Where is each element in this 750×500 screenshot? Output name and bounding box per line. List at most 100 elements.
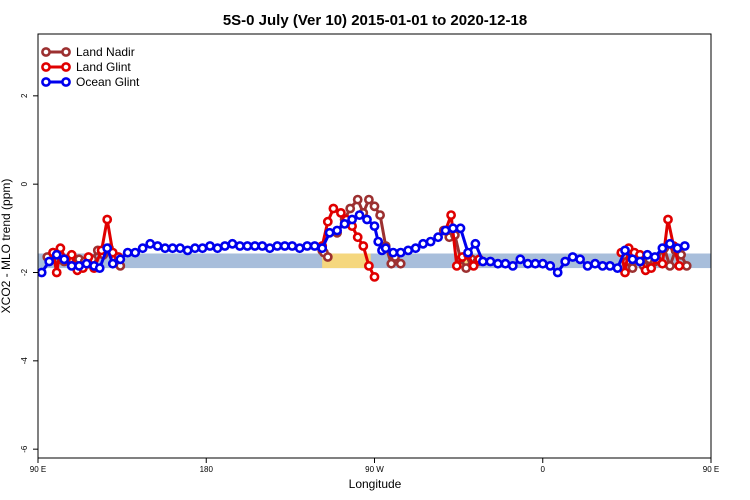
data-point-ocean-glint xyxy=(242,241,253,251)
data-point-ocean-glint xyxy=(81,258,92,269)
x-tick-label: 180 xyxy=(200,465,214,474)
data-point-ocean-glint xyxy=(373,236,384,247)
data-point-ocean-glint xyxy=(362,214,372,225)
data-point-land-nadir xyxy=(363,194,374,205)
data-point-ocean-glint xyxy=(94,263,105,273)
data-point-ocean-glint xyxy=(324,227,335,238)
data-point-ocean-glint xyxy=(234,241,245,251)
x-axis: 90 E 180 90 W 0 90 E xyxy=(30,458,719,474)
data-point-ocean-glint xyxy=(339,218,350,229)
data-point-land-glint xyxy=(363,260,374,271)
data-point-land-glint xyxy=(663,214,673,225)
data-point-ocean-glint xyxy=(470,238,481,249)
y-tick-label: 2 xyxy=(20,93,29,98)
legend-swatch-marker xyxy=(41,77,51,87)
data-point-land-nadir xyxy=(627,263,638,273)
data-point-ocean-glint xyxy=(590,258,600,269)
data-point-ocean-glint xyxy=(38,267,47,278)
data-point-ocean-glint xyxy=(448,223,458,234)
data-point-ocean-glint xyxy=(635,256,645,267)
data-point-ocean-glint xyxy=(433,232,443,243)
data-point-ocean-glint xyxy=(620,245,630,256)
data-point-land-glint xyxy=(646,263,657,273)
legend-item-land-nadir: Land Nadir xyxy=(41,45,135,59)
legend-swatch-marker xyxy=(61,62,71,72)
legend-item-ocean-glint: Ocean Glint xyxy=(41,75,140,89)
data-point-ocean-glint xyxy=(522,258,533,269)
data-point-land-glint xyxy=(358,241,369,251)
data-point-land-glint xyxy=(322,216,333,227)
data-point-ocean-glint xyxy=(440,225,451,236)
legend-swatch-marker xyxy=(41,62,51,72)
data-point-ocean-glint xyxy=(380,243,391,254)
data-point-ocean-glint xyxy=(197,243,208,254)
data-point-ocean-glint xyxy=(657,243,668,254)
data-point-ocean-glint xyxy=(74,260,84,271)
data-point-ocean-glint xyxy=(130,247,141,258)
data-point-ocean-glint xyxy=(137,243,148,254)
data-point-ocean-glint xyxy=(410,243,421,254)
data-point-land-glint xyxy=(328,203,339,214)
data-point-ocean-glint xyxy=(227,238,238,249)
data-point-ocean-glint xyxy=(44,256,55,267)
data-point-ocean-glint xyxy=(160,243,170,254)
data-point-land-glint xyxy=(657,258,668,269)
data-point-ocean-glint xyxy=(679,241,690,251)
data-point-land-glint xyxy=(674,260,685,271)
data-point-ocean-glint xyxy=(530,258,541,269)
legend-label: Land Nadir xyxy=(76,45,135,59)
data-point-ocean-glint xyxy=(122,247,133,258)
data-point-ocean-glint xyxy=(354,210,365,220)
x-tick-label: 90 E xyxy=(30,465,46,474)
data-point-ocean-glint xyxy=(309,241,320,251)
x-tick-label: 0 xyxy=(541,465,546,474)
data-point-land-nadir xyxy=(681,260,692,271)
data-point-land-glint xyxy=(451,260,462,271)
data-point-ocean-glint xyxy=(59,254,70,265)
data-point-ocean-glint xyxy=(507,260,518,271)
data-point-ocean-glint xyxy=(515,254,526,265)
data-point-ocean-glint xyxy=(115,254,126,265)
data-point-ocean-glint xyxy=(167,243,178,254)
data-point-land-glint xyxy=(66,249,77,260)
data-point-ocean-glint xyxy=(425,236,436,247)
data-point-land-glint xyxy=(51,267,62,278)
data-point-ocean-glint xyxy=(418,238,428,249)
data-point-ocean-glint xyxy=(605,260,615,271)
data-point-ocean-glint xyxy=(347,214,357,225)
data-point-ocean-glint xyxy=(332,225,342,236)
data-point-ocean-glint xyxy=(612,263,623,273)
data-point-ocean-glint xyxy=(582,260,593,271)
data-point-ocean-glint xyxy=(395,247,406,258)
data-point-land-nadir xyxy=(395,258,406,269)
series-ocean-glint xyxy=(38,210,690,278)
data-point-land-nadir xyxy=(352,194,363,205)
data-point-land-nadir xyxy=(369,201,380,212)
data-point-ocean-glint xyxy=(152,241,163,251)
legend-swatch-marker xyxy=(61,77,71,87)
legend-swatch-marker xyxy=(61,47,71,57)
data-point-ocean-glint xyxy=(190,243,200,254)
data-point-land-glint xyxy=(352,232,363,243)
data-point-ocean-glint xyxy=(627,254,638,265)
data-point-ocean-glint xyxy=(264,243,275,254)
data-point-ocean-glint xyxy=(552,267,563,278)
data-point-ocean-glint xyxy=(294,243,305,254)
data-point-ocean-glint xyxy=(205,241,215,251)
legend-label: Ocean Glint xyxy=(76,75,140,89)
data-point-ocean-glint xyxy=(219,241,230,251)
data-point-ocean-glint xyxy=(477,256,488,267)
data-point-ocean-glint xyxy=(51,249,62,260)
legend-item-land-glint: Land Glint xyxy=(41,60,131,74)
data-point-ocean-glint xyxy=(302,241,313,251)
y-tick-label: -6 xyxy=(20,445,29,453)
x-axis-label: Longitude xyxy=(349,477,402,491)
data-point-ocean-glint xyxy=(560,256,571,267)
data-point-ocean-glint xyxy=(102,243,113,254)
data-point-land-glint xyxy=(468,260,479,271)
data-point-ocean-glint xyxy=(257,241,268,251)
data-point-ocean-glint xyxy=(175,243,185,254)
legend-label: Land Glint xyxy=(76,60,131,74)
